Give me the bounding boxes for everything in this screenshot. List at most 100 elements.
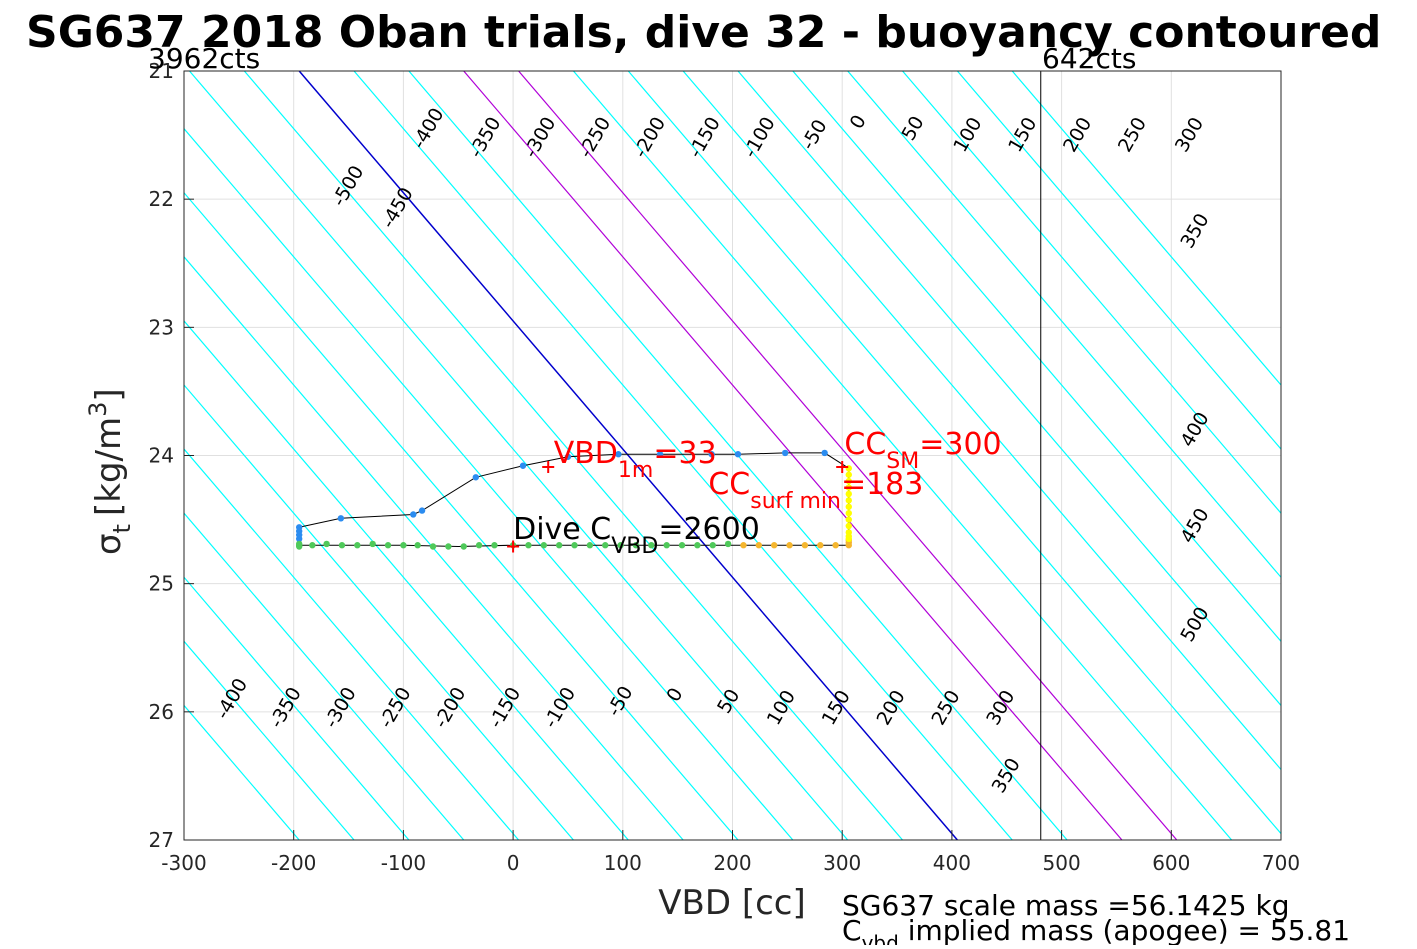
y-axis-symbol: σ	[89, 533, 129, 555]
plus-marker	[507, 540, 520, 553]
profile-data-point	[414, 542, 421, 549]
buoyancy-contour-line	[353, 71, 1013, 840]
buoyancy-contour-line	[184, 384, 574, 840]
annotation-dive-c-vbd: Dive CVBD=2600	[513, 512, 760, 559]
x-tick-label: 400	[933, 851, 971, 875]
buoyancy-contour-line	[298, 71, 958, 840]
profile-data-point	[429, 543, 437, 550]
footnote-implied-mass-value: implied mass (apogee) = 55.81	[899, 914, 1350, 945]
annotation-vbd-1m-prefix: VBD	[554, 436, 618, 471]
profile-data-point	[845, 477, 852, 485]
y-tick-label: 21	[149, 59, 174, 83]
annotation-vbd-1m-subscript: 1m	[618, 458, 653, 483]
x-tick-label: 200	[713, 851, 751, 875]
footnote-implied-mass: Cvbd implied mass (apogee) = 55.81	[842, 914, 1350, 945]
chart-title: SG637 2018 Oban trials, dive 32 - buoyan…	[26, 7, 1381, 58]
profile-data-point	[519, 462, 527, 469]
x-tick-label: -100	[381, 851, 426, 875]
x-tick-label: 700	[1262, 851, 1300, 875]
buoyancy-contour-line	[243, 71, 903, 840]
buoyancy-contour-line	[184, 320, 629, 840]
buoyancy-contour-line	[737, 71, 1281, 707]
profile-data-point	[400, 542, 407, 549]
buoyancy-contour-line	[627, 71, 1281, 835]
profile-data-point	[845, 490, 852, 498]
profile-data-point	[540, 542, 548, 549]
profile-data-point	[564, 453, 572, 460]
profile-data-point	[781, 449, 789, 457]
profile-data-point	[845, 484, 852, 491]
y-tick-label: 23	[149, 315, 174, 339]
profile-data-point	[694, 542, 701, 549]
y-axis-units-close: ]	[89, 388, 129, 401]
profile-data-point	[525, 542, 532, 549]
profile-data-point	[337, 515, 345, 522]
profile-data-point	[615, 451, 622, 458]
profile-data-point	[632, 542, 640, 549]
profile-data-point	[384, 542, 392, 549]
profile-data-point	[617, 542, 624, 549]
y-tick-label: 25	[149, 572, 174, 596]
plus-marker	[542, 461, 555, 474]
profile-data-point	[354, 542, 361, 549]
buoyancy-contour-line	[463, 71, 1123, 840]
profile-data-point	[309, 542, 316, 549]
profile-data-point	[708, 451, 715, 458]
profile-data-point	[491, 542, 498, 549]
buoyancy-contour-line	[572, 71, 1233, 840]
profile-data-point	[586, 542, 594, 549]
profile-data-point	[845, 522, 852, 530]
profile-data-point	[555, 542, 563, 549]
top-right-count-label: 642cts	[1042, 42, 1136, 75]
profile-data-point	[460, 543, 467, 550]
profile-data-point	[770, 542, 778, 549]
x-tick-label: 600	[1152, 851, 1190, 875]
profile-data-point	[445, 543, 452, 550]
profile-data-point	[475, 542, 483, 549]
y-tick-label: 27	[149, 828, 174, 852]
buoyancy-contour-line	[184, 255, 684, 840]
contour-layer	[184, 71, 1281, 840]
profile-data-point	[801, 542, 809, 549]
footnote-scale-mass: SG637 scale mass =56.1425 kg	[842, 889, 1290, 922]
x-tick-label: 500	[1043, 851, 1081, 875]
y-axis-units-superscript: 3	[84, 402, 112, 417]
marker-layer	[507, 461, 849, 553]
profile-data-point	[709, 542, 716, 549]
profile-data-point	[755, 542, 763, 549]
annotation-vbd-1m-value: =33	[653, 436, 716, 471]
profile-data-point	[845, 516, 852, 523]
annotation-cc-sm: CCSM=300	[844, 427, 1001, 474]
footnote-implied-mass-prefix: C	[842, 914, 862, 945]
x-tick-label: -300	[161, 851, 206, 875]
profile-data-point	[369, 540, 376, 548]
buoyancy-contour-line	[956, 71, 1281, 451]
annotation-dive-c-vbd-subscript: VBD	[611, 534, 658, 559]
profile-data-point	[734, 451, 742, 458]
x-axis-label: VBD [cc]	[658, 883, 806, 923]
y-axis-subscript: t	[108, 524, 136, 533]
profile-data-point	[845, 497, 852, 504]
annotation-cc-sm-value: =300	[919, 427, 1001, 462]
y-tick-label: 22	[149, 187, 174, 211]
profile-data-point	[817, 542, 824, 549]
profile-data-point	[845, 503, 852, 510]
profile-data-point	[678, 542, 686, 549]
plus-marker	[836, 461, 849, 474]
profile-data-point	[832, 542, 839, 549]
profile-data-point	[338, 542, 346, 549]
y-tick-label: 26	[149, 700, 174, 724]
buoyancy-contour-line	[518, 71, 1178, 840]
profile-data-point	[845, 471, 852, 478]
annotation-cc-surf-min-value: =183	[841, 467, 923, 502]
buoyancy-contour-line	[1011, 71, 1281, 386]
profile-data-point	[571, 542, 578, 549]
x-tick-label: 300	[823, 851, 861, 875]
annotation-dive-c-vbd-value: =2600	[658, 512, 759, 547]
buoyancy-contour-line	[184, 576, 410, 840]
profile-data-point	[418, 507, 426, 514]
profile-data-point	[740, 542, 747, 549]
profile-data-point	[724, 540, 732, 548]
y-axis-label: σt [kg/m3]	[84, 388, 136, 555]
